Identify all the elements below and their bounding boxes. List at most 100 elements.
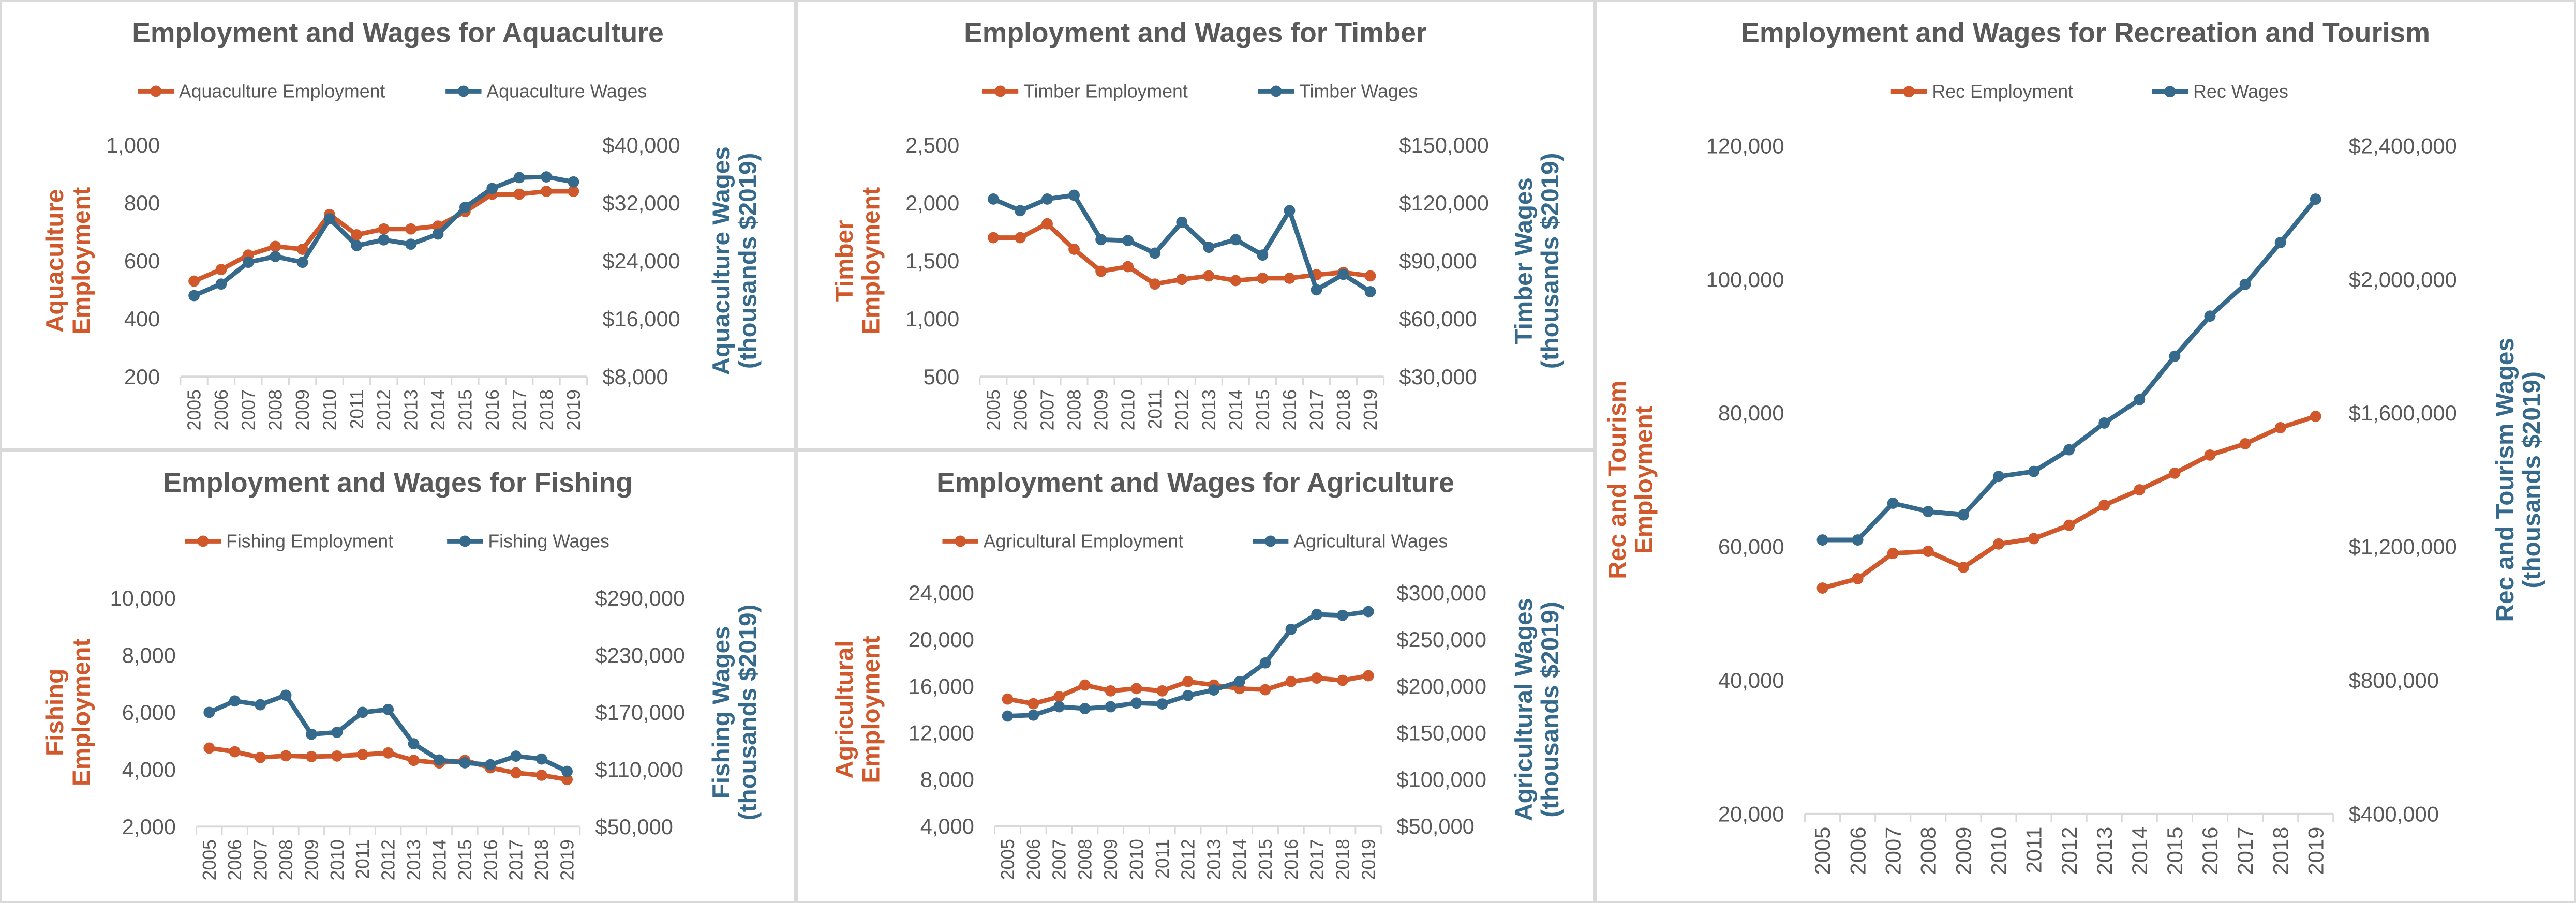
y-tick-label-left: 1,000	[905, 307, 959, 331]
x-tick-label: 2006	[225, 839, 245, 880]
legend-marker	[955, 535, 966, 547]
data-point-employment	[1053, 691, 1065, 703]
legend-label: Fishing Employment	[226, 531, 393, 551]
x-tick-label: 2011	[2022, 827, 2046, 874]
y-tick-label-left: 24,000	[909, 581, 974, 605]
x-tick-label: 2016	[2198, 827, 2222, 875]
timber-chart-svg: Employment and Wages for Timber Timber Em…	[831, 18, 1564, 430]
data-point-wages	[2169, 350, 2181, 362]
legend-label: Rec Employment	[1932, 81, 2073, 102]
data-point-wages	[405, 238, 417, 250]
y-tick-label-right: $50,000	[595, 815, 673, 839]
data-point-employment	[351, 229, 363, 240]
x-tick-label: 2012	[374, 389, 394, 430]
x-tick-label: 2017	[1306, 389, 1327, 430]
x-tick-label: 2013	[2092, 827, 2117, 875]
data-point-wages	[1285, 623, 1297, 635]
data-point-wages	[1993, 471, 2004, 483]
data-point-wages	[1095, 234, 1107, 246]
data-point-wages	[1311, 284, 1322, 296]
chart-panel-aquaculture: Employment and Wages for Aquaculture Aqua…	[0, 0, 796, 450]
y-tick-label-left: 120,000	[1706, 133, 1784, 158]
x-tick-label: 2010	[1126, 839, 1147, 880]
data-point-wages	[1028, 709, 1039, 721]
x-tick-label: 2007	[1881, 827, 1905, 875]
data-point-wages	[2028, 465, 2040, 477]
x-tick-label: 2019	[1360, 389, 1381, 430]
data-point-employment	[1156, 685, 1168, 697]
data-point-wages	[1337, 268, 1349, 280]
y-tick-label-right: $250,000	[1396, 627, 1486, 652]
x-tick-label: 2019	[1358, 839, 1379, 880]
data-point-wages	[1130, 697, 1142, 709]
y-tick-label-right: $2,400,000	[2349, 133, 2457, 158]
y-tick-label-right: $170,000	[595, 700, 685, 725]
data-point-wages	[1041, 193, 1053, 205]
data-point-employment	[1041, 218, 1053, 230]
data-point-wages	[1079, 703, 1091, 715]
x-tick-label: 2011	[352, 839, 373, 879]
x-tick-label: 2015	[455, 839, 475, 880]
x-tick-label: 2016	[482, 389, 503, 430]
x-tick-label: 2012	[2057, 827, 2081, 875]
data-point-wages	[242, 257, 254, 268]
data-point-wages	[1203, 242, 1215, 253]
legend-label: Agricultural Wages	[1293, 531, 1448, 551]
x-tick-label: 2006	[1845, 827, 1870, 875]
data-point-employment	[306, 751, 317, 762]
legend-item: Aquaculture Wages	[445, 81, 647, 101]
x-tick-label: 2014	[2127, 827, 2152, 875]
data-point-wages	[2063, 444, 2075, 456]
y-axis-title-left: AgriculturalEmployment	[831, 636, 885, 783]
x-tick-label: 2010	[319, 389, 340, 430]
fishing-chart-svg: Employment and Wages for Fishing Fishing …	[41, 468, 762, 880]
data-point-wages	[215, 278, 227, 290]
data-point-employment	[1957, 562, 1969, 573]
legend-label: Timber Employment	[1023, 81, 1188, 101]
y-tick-label-left: 1,000	[106, 133, 160, 157]
y-tick-label-right: $8,000	[602, 365, 668, 389]
legend-label: Rec Wages	[2193, 81, 2288, 102]
x-tick-label: 2010	[327, 839, 348, 880]
data-point-employment	[1105, 685, 1116, 697]
x-tick-label: 2018	[537, 389, 557, 430]
data-point-wages	[2239, 278, 2251, 290]
legend-marker	[994, 85, 1006, 97]
x-tick-label: 2017	[2233, 827, 2257, 875]
x-tick-label: 2005	[997, 839, 1018, 880]
aquaculture-chart-svg: Employment and Wages for Aquaculture Aqua…	[41, 18, 762, 430]
legend-marker	[459, 535, 471, 547]
x-tick-label: 2005	[184, 389, 205, 430]
data-point-employment	[2239, 438, 2251, 449]
data-point-wages	[1182, 689, 1194, 701]
data-point-wages	[1364, 286, 1376, 297]
x-tick-label: 2014	[1229, 839, 1250, 880]
y-tick-label-right: $150,000	[1396, 721, 1486, 745]
y-tick-label-left: 10,000	[110, 586, 176, 610]
y-tick-label-left: 6,000	[122, 700, 176, 725]
x-tick-label: 2012	[378, 839, 399, 880]
y-tick-label-left: 400	[124, 307, 160, 331]
data-point-employment	[561, 774, 573, 786]
y-tick-label-right: $40,000	[602, 133, 680, 157]
x-tick-label: 2011	[1152, 839, 1173, 879]
y-tick-label-right: $200,000	[1396, 674, 1486, 698]
data-point-employment	[1311, 672, 1323, 684]
legend-label: Agricultural Employment	[984, 531, 1184, 551]
data-point-wages	[513, 172, 525, 184]
y-tick-label-left: 16,000	[909, 674, 974, 698]
data-point-wages	[351, 240, 363, 251]
y-tick-label-left: 20,000	[909, 627, 974, 652]
data-point-employment	[1887, 547, 1899, 559]
x-tick-label: 2005	[1810, 827, 1835, 875]
legend-marker	[457, 85, 469, 97]
data-point-wages	[270, 251, 281, 262]
y-tick-label-right: $2,000,000	[2349, 267, 2457, 292]
y-axis-title-left: Rec and TourismEmployment	[1604, 381, 1658, 579]
chart-panel-timber: Employment and Wages for Timber Timber Em…	[796, 0, 1595, 450]
data-point-employment	[1259, 684, 1271, 696]
data-point-employment	[2063, 519, 2075, 531]
data-point-wages	[568, 176, 579, 188]
legend-label: Aquaculture Wages	[486, 81, 647, 101]
chart-title: Employment and Wages for Recreation and …	[1741, 18, 2430, 49]
